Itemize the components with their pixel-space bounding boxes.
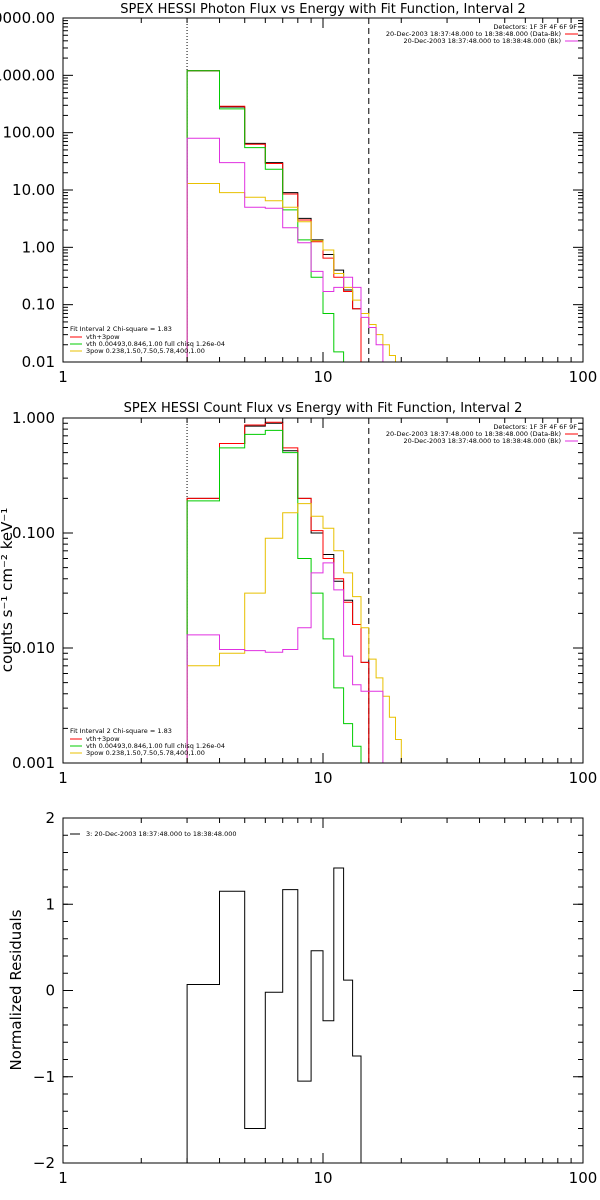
count-flux-frame <box>62 417 584 764</box>
residuals-y-tick-label: −2 <box>33 1154 55 1172</box>
photon-flux-legend-databk: 20-Dec-2003 18:37:48.000 to 18:38:48.000… <box>386 30 561 38</box>
photon-flux-y-tick-label: 1.00 <box>22 238 55 256</box>
residuals-y-tick-label: 2 <box>45 809 55 827</box>
count-flux-plot-area <box>186 418 407 763</box>
count-flux-fit-label-0: vth+3pow <box>86 735 120 743</box>
photon-flux-pow-series <box>186 183 408 362</box>
photon-flux-legend: Detectors: 1F 3F 4F 6F 9F 20-Dec-2003 18… <box>70 23 578 355</box>
residuals-ticks: 1 10 100 −2 −1 0 1 2 <box>33 809 597 1187</box>
count-flux-panel: SPEX HESSI Count Flux vs Energy with Fit… <box>0 401 597 787</box>
count-flux-fit-label-2: 3pow 0.238,1.50,7.50,5.78,400,1.00 <box>86 749 205 757</box>
residuals-panel: Normalized Residuals 1 10 100 −2 −1 0 1 2 3: 20… <box>7 809 597 1187</box>
residuals-plot-area <box>186 867 369 1163</box>
photon-flux-title: SPEX HESSI Photon Flux vs Energy with Fi… <box>120 2 526 17</box>
count-flux-pow-series <box>186 503 407 763</box>
photon-flux-plot-area <box>186 18 408 362</box>
photon-flux-bk-series <box>186 137 384 362</box>
count-flux-y-tick-label: 0.001 <box>12 754 55 772</box>
photon-flux-x-tick-label: 100 <box>569 368 598 386</box>
residuals-y-tick-label: 1 <box>45 895 55 913</box>
residuals-y-tick-label: 0 <box>45 982 55 1000</box>
count-flux-ylabel: counts s⁻¹ cm⁻² keV⁻¹ <box>0 508 16 673</box>
count-flux-x-tick-label: 10 <box>313 769 332 787</box>
photon-flux-model-series <box>186 70 362 362</box>
photon-flux-vth-series <box>186 70 362 362</box>
photon-flux-x-tick-label: 10 <box>313 368 332 386</box>
count-flux-vth-series <box>186 429 369 763</box>
count-flux-legend-bk: 20-Dec-2003 18:37:48.000 to 18:38:48.000… <box>404 437 562 445</box>
residuals-residuals-series <box>186 867 369 1163</box>
photon-flux-data-series <box>186 70 362 362</box>
photon-flux-fit-label-1: vth 0.00493,0.846,1.00 full chisq 1.26e-… <box>86 340 225 348</box>
photon-flux-fit-title: Fit Interval 2 Chi-square = 1.83 <box>70 325 172 333</box>
count-flux-ticks: 1 10 100 0.001 0.010 0.100 1.000 <box>12 409 597 787</box>
photon-flux-legend-header: Detectors: 1F 3F 4F 6F 9F <box>493 23 577 31</box>
count-flux-legend: Detectors: 1F 3F 4F 6F 9F 20-Dec-2003 18… <box>70 423 578 757</box>
residuals-x-tick-label: 1 <box>58 1169 68 1187</box>
count-flux-x-tick-label: 1 <box>58 769 68 787</box>
count-flux-x-tick-label: 100 <box>569 769 598 787</box>
photon-flux-y-tick-label: 0.10 <box>22 296 55 314</box>
count-flux-y-tick-label: 0.010 <box>12 639 55 657</box>
residuals-y-tick-label: −1 <box>33 1068 55 1086</box>
count-flux-legend-databk: 20-Dec-2003 18:37:48.000 to 18:38:48.000… <box>386 430 561 438</box>
count-flux-fit-title: Fit Interval 2 Chi-square = 1.83 <box>70 727 172 735</box>
count-flux-fit-label-1: vth 0.00493,0.846,1.00 full chisq 1.26e-… <box>86 742 225 750</box>
photon-flux-y-tick-label: 10.00 <box>12 181 55 199</box>
photon-flux-x-tick-label: 1 <box>58 368 68 386</box>
photon-flux-fit-label-2: 3pow 0.238,1.50,7.50,5.78,400,1.00 <box>86 347 205 355</box>
residuals-x-tick-label: 10 <box>313 1169 332 1187</box>
residuals-ylabel: Normalized Residuals <box>7 909 25 1070</box>
photon-flux-fit-label-0: vth+3pow <box>86 333 120 341</box>
count-flux-legend-header: Detectors: 1F 3F 4F 6F 9F <box>493 423 577 431</box>
photon-flux-legend-bk: 20-Dec-2003 18:37:48.000 to 18:38:48.000… <box>404 37 562 45</box>
photon-flux-panel: SPEX HESSI Photon Flux vs Energy with Fi… <box>0 2 597 386</box>
count-flux-model-series <box>186 421 370 763</box>
count-flux-bk-series <box>186 562 384 763</box>
photon-flux-y-tick-label: 100.00 <box>3 124 56 142</box>
residuals-x-tick-label: 100 <box>569 1169 598 1187</box>
count-flux-data-series <box>186 422 370 763</box>
photon-flux-y-tick-label: 0.01 <box>22 353 55 371</box>
count-flux-y-tick-label: 1.000 <box>12 409 55 427</box>
count-flux-y-tick-label: 0.100 <box>12 524 55 542</box>
count-flux-title: SPEX HESSI Count Flux vs Energy with Fit… <box>124 401 523 416</box>
residuals-legend-label: 3: 20-Dec-2003 18:37:48.000 to 18:38:48.… <box>86 830 237 838</box>
